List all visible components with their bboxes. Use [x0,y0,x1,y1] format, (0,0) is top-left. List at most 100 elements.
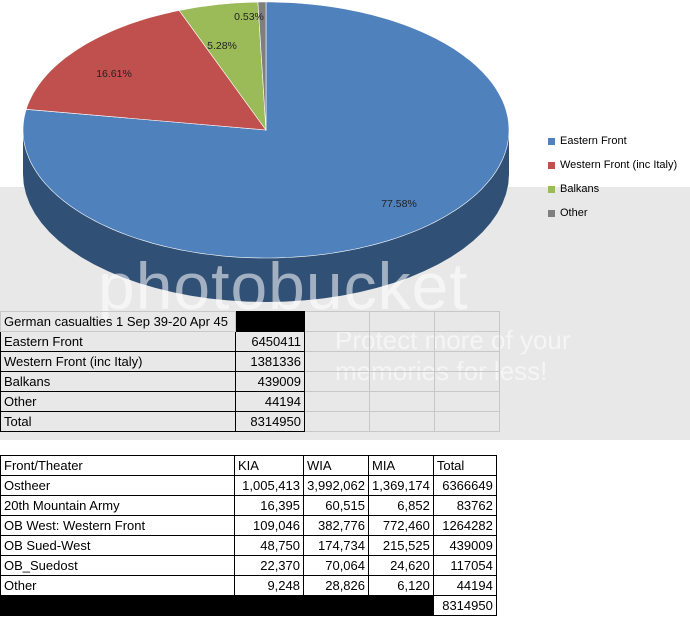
summary-row: Other 44194 [0,391,500,412]
summary-label: Total [0,411,236,432]
legend-item: Other [548,201,677,225]
pie-chart: 77.58% 16.61% 5.28% 0.53% [22,1,510,302]
empty-cell [434,351,500,372]
header-cell: MIA [368,455,434,476]
detail-cell: OB West: Western Front [0,515,235,536]
grand-total-row: 8314950 [0,595,497,616]
detail-row: Other 9,248 28,826 6,120 44194 [0,575,497,596]
summary-value: 6450411 [235,331,305,352]
detail-cell: OB_Suedost [0,555,235,576]
detail-cell: 772,460 [368,515,434,536]
empty-cell [434,331,500,352]
detail-cell: 6,852 [368,495,434,516]
detail-cell: 117054 [432,555,497,576]
detail-row: OB_Suedost 22,370 70,064 24,620 117054 [0,555,497,576]
summary-title: German casualties 1 Sep 39-20 Apr 45 [0,311,236,332]
legend-swatch [548,137,555,145]
black-filler [234,595,304,616]
detail-cell: 1264282 [432,515,497,536]
detail-cell: 6,120 [368,575,434,596]
summary-label: Western Front (inc Italy) [0,351,236,372]
empty-cell [434,411,500,432]
detail-cell: 28,826 [303,575,369,596]
empty-cell [434,311,500,332]
pie-data-label: 0.53% [234,11,264,23]
empty-cell [369,371,435,392]
detail-cell: 20th Mountain Army [0,495,235,516]
pie-data-label: 16.61% [96,68,132,80]
header-cell: WIA [303,455,369,476]
legend-label: Balkans [560,183,600,195]
pie-slice [25,10,267,131]
black-filler [0,595,235,616]
watermark-logo: photobucket [98,249,469,323]
summary-label: Balkans [0,371,236,392]
header-cell: Total [432,455,497,476]
detail-cell: 24,620 [368,555,434,576]
empty-cell [434,391,500,412]
summary-label: Other [0,391,236,412]
legend-item: Eastern Front [548,129,677,153]
detail-cell: 16,395 [234,495,304,516]
empty-cell [304,311,370,332]
grand-total-value: 8314950 [432,595,497,616]
detail-cell: 1,005,413 [234,475,304,496]
empty-cell [369,391,435,412]
summary-value: 44194 [235,391,305,412]
detail-cell: 1,369,174 [368,475,434,496]
summary-value: 8314950 [235,411,305,432]
detail-row: OB West: Western Front 109,046 382,776 772,… [0,515,497,536]
detail-cell: 174,734 [303,535,369,556]
detail-cell: 6366649 [432,475,497,496]
detail-cell: 382,776 [303,515,369,536]
legend-item: Western Front (inc Italy) [548,153,677,177]
empty-cell [369,331,435,352]
detail-cell: 60,515 [303,495,369,516]
summary-title-row: German casualties 1 Sep 39-20 Apr 45 [0,311,500,332]
empty-cell [304,351,370,372]
detail-cell: 215,525 [368,535,434,556]
detail-table: Front/Theater KIA WIA MIA Total Ostheer 1… [0,455,497,616]
detail-cell: 70,064 [303,555,369,576]
summary-table: German casualties 1 Sep 39-20 Apr 45 Eas… [0,311,500,432]
legend-label: Western Front (inc Italy) [560,159,678,171]
empty-cell [304,331,370,352]
detail-cell: 22,370 [234,555,304,576]
empty-cell [369,351,435,372]
summary-row: Western Front (inc Italy) 1381336 [0,351,500,372]
header-cell: Front/Theater [0,455,235,476]
detail-cell: 439009 [432,535,497,556]
empty-cell [304,391,370,412]
detail-cell: 48,750 [234,535,304,556]
empty-cell [304,411,370,432]
pie-slice [178,1,267,132]
pie-slice [257,1,267,131]
pie-side-wall [23,130,509,302]
detail-cell: Ostheer [0,475,235,496]
legend-swatch [548,161,555,169]
detail-cell: 9,248 [234,575,304,596]
legend-item: Balkans [548,177,677,201]
detail-row: 20th Mountain Army 16,395 60,515 6,852 83762 [0,495,497,516]
pie-data-label: 77.58% [381,198,417,210]
summary-value: 1381336 [235,351,305,372]
detail-cell: 44194 [432,575,497,596]
summary-row: Eastern Front 6450411 [0,331,500,352]
black-filler [368,595,434,616]
detail-row: Ostheer 1,005,413 3,992,062 1,369,174 636664… [0,475,497,496]
detail-cell: 3,992,062 [303,475,369,496]
pie-data-label: 5.28% [207,40,237,52]
detail-cell: 109,046 [234,515,304,536]
empty-cell [369,311,435,332]
legend-label: Other [560,207,588,219]
legend-swatch [548,209,555,217]
empty-cell [304,371,370,392]
chart-legend: Eastern Front Western Front (inc Italy) Ba… [548,129,677,225]
detail-row: OB Sued-West 48,750 174,734 215,525 439009 [0,535,497,556]
header-cell: KIA [234,455,304,476]
black-filler [303,595,369,616]
summary-title-filler [235,311,305,332]
summary-label: Eastern Front [0,331,236,352]
detail-cell: Other [0,575,235,596]
legend-swatch [548,185,555,193]
